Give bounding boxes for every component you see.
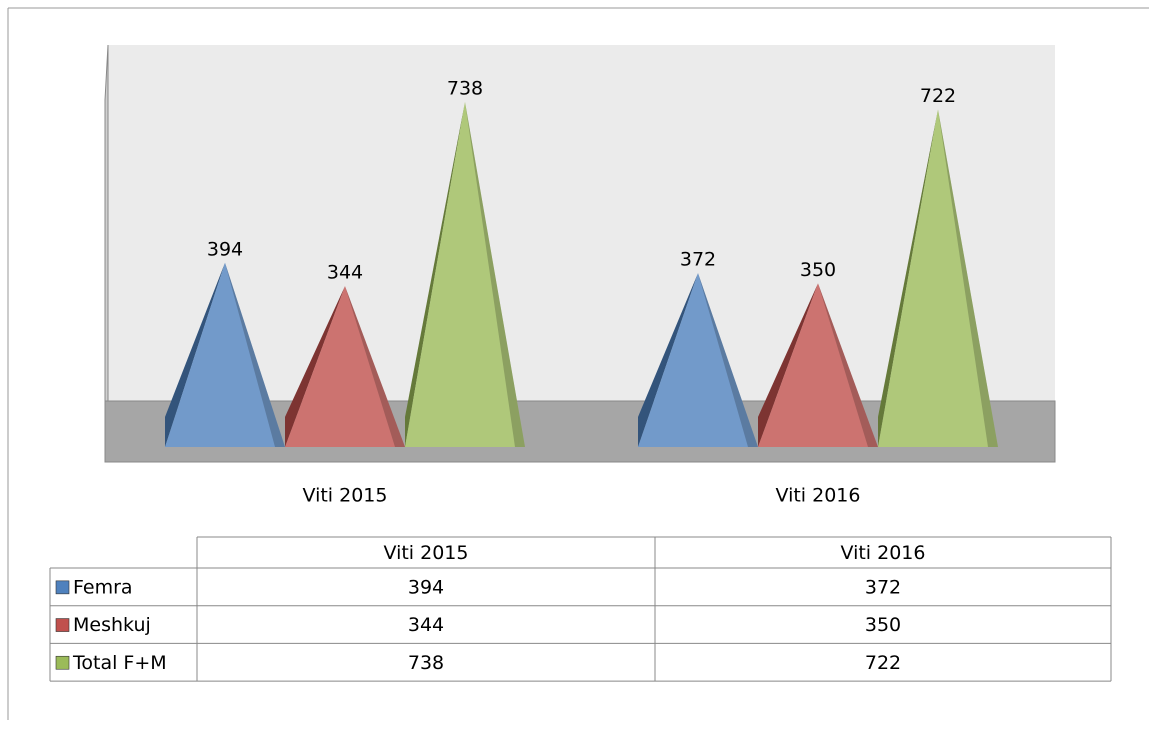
pyramid	[405, 101, 525, 448]
pyramid-front	[878, 109, 998, 447]
x-tick-label: Viti 2016	[776, 485, 861, 507]
pyramid-side	[638, 273, 698, 447]
data-label: 350	[800, 259, 836, 281]
pyramid	[878, 109, 998, 447]
table-header: Viti 2016	[841, 542, 926, 564]
pyramid-front	[758, 283, 878, 447]
table-value: 350	[865, 614, 901, 636]
table-header: Viti 2015	[384, 542, 469, 564]
pyramid-front-light	[878, 109, 998, 447]
data-label: 394	[207, 238, 243, 260]
pyramid-front-light	[638, 273, 758, 447]
x-tick-label: Viti 2015	[303, 485, 388, 507]
pyramid-front	[405, 101, 525, 448]
pyramid-edge-shade	[465, 101, 525, 448]
pyramid-side	[878, 109, 938, 447]
pyramid-edge-shade	[698, 273, 758, 447]
pyramid-edge-shade	[225, 262, 285, 447]
pyramid-front-light	[165, 262, 285, 447]
table-value: 722	[865, 652, 901, 674]
table-value: 372	[865, 576, 901, 598]
legend-swatch	[55, 580, 70, 595]
pyramid-front-light	[285, 286, 405, 447]
legend-label: Meshkuj	[73, 614, 151, 636]
pyramid-front	[165, 262, 285, 447]
side-wall	[104, 44, 109, 463]
pyramid	[758, 283, 878, 447]
table-value: 344	[408, 614, 444, 636]
legend-swatch	[55, 655, 70, 670]
legend-label: Femra	[73, 576, 133, 598]
legend-label: Total F+M	[72, 652, 167, 674]
data-label: 722	[920, 85, 956, 107]
data-label: 372	[680, 249, 716, 271]
pyramid	[638, 273, 758, 447]
legend-swatch	[55, 618, 70, 632]
pyramid-front	[285, 286, 405, 447]
pyramid-edge-shade	[938, 109, 998, 447]
pyramid-edge-shade	[818, 283, 878, 447]
pyramid-front-light	[405, 101, 525, 448]
data-label: 738	[447, 77, 483, 99]
pyramid-front-light	[758, 283, 878, 447]
data-label: 344	[327, 262, 363, 284]
pyramid	[285, 286, 405, 447]
pyramid-side-shade	[638, 273, 698, 447]
pyramid-side-shade	[878, 109, 938, 447]
pyramid	[165, 262, 285, 447]
pyramid-front	[638, 273, 758, 447]
table-value: 394	[408, 576, 444, 598]
table-value: 738	[408, 652, 444, 674]
pyramid-edge-shade	[345, 286, 405, 447]
